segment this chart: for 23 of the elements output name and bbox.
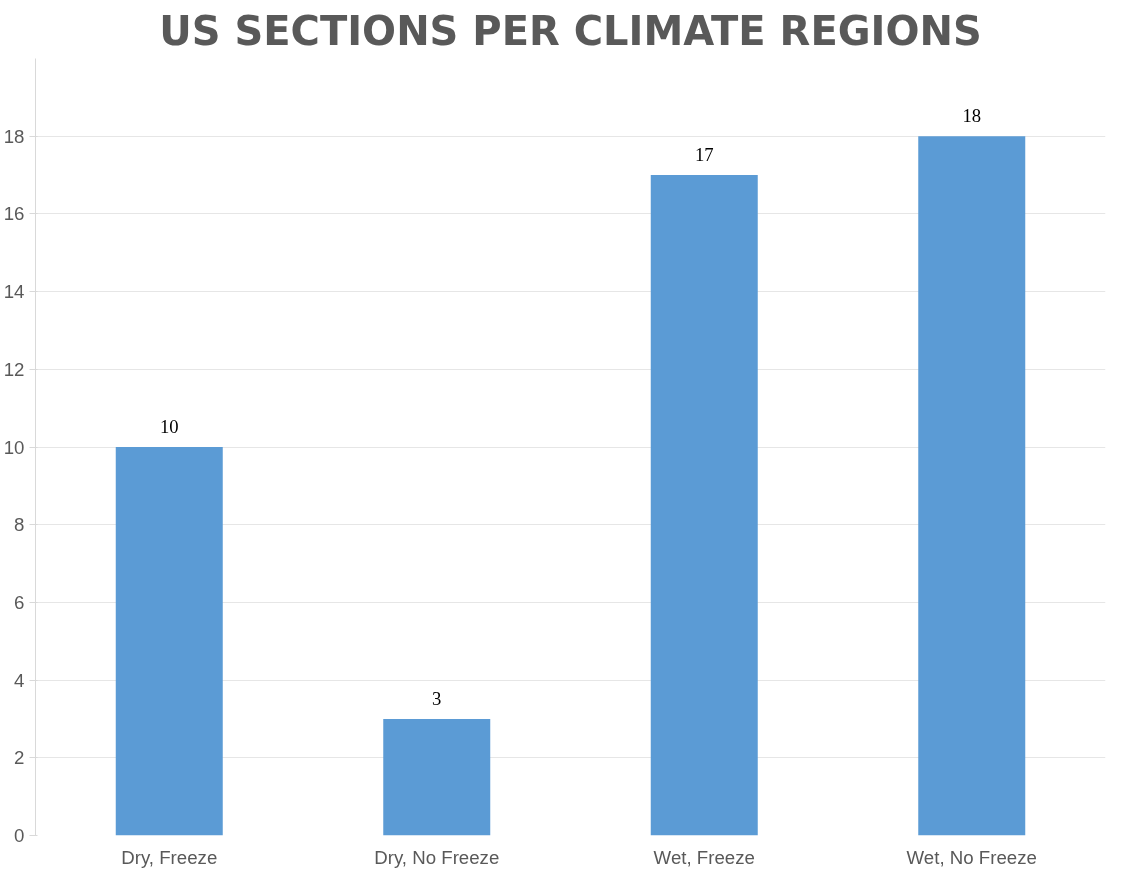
y-tick-label: 18 xyxy=(3,125,25,147)
y-tick-label: 16 xyxy=(3,203,25,225)
y-tick-label: 14 xyxy=(3,281,25,303)
x-tick-label: Wet, No Freeze xyxy=(906,846,1037,868)
bar xyxy=(918,136,1026,836)
y-tick-label: 6 xyxy=(14,591,25,613)
bar xyxy=(650,175,758,836)
data-label: 3 xyxy=(432,687,442,709)
y-tick-label: 10 xyxy=(3,436,25,458)
bar xyxy=(383,718,491,836)
y-tick-label: 12 xyxy=(3,358,25,380)
chart-title: US SECTIONS PER CLIMATE REGIONS xyxy=(159,7,982,54)
y-tick-label: 4 xyxy=(14,669,25,691)
x-tick-label: Wet, Freeze xyxy=(653,846,755,868)
y-tick-label: 2 xyxy=(14,747,25,769)
y-tick-label: 8 xyxy=(14,514,25,536)
x-tick-label: Dry, Freeze xyxy=(121,846,218,868)
data-label: 17 xyxy=(694,144,714,166)
y-tick-label: 0 xyxy=(14,825,25,846)
bar xyxy=(115,447,223,836)
x-tick-label: Dry, No Freeze xyxy=(374,846,500,868)
data-label: 18 xyxy=(962,105,982,127)
data-label: 10 xyxy=(159,416,179,437)
